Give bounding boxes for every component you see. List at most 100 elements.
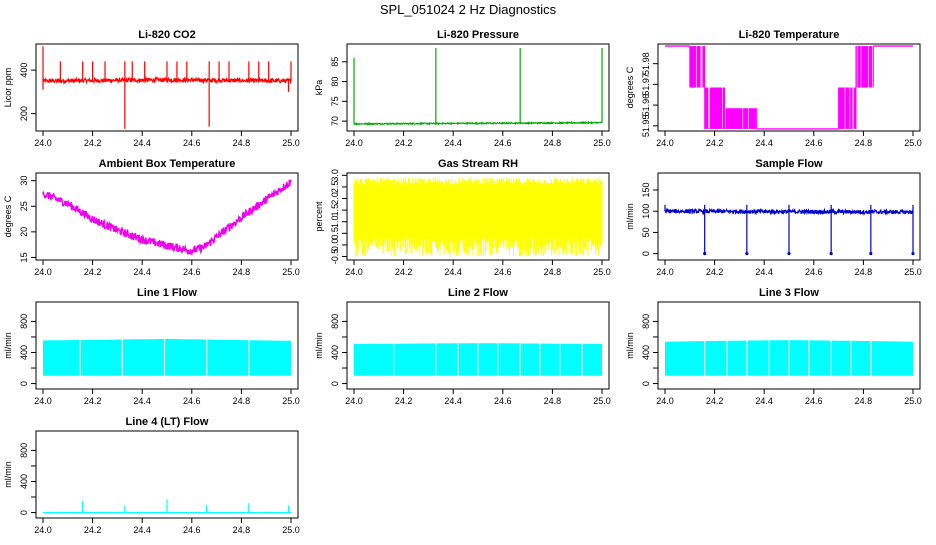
y-tick-label: 0 (19, 510, 29, 515)
plot-frame (346, 43, 610, 132)
y-tick-label: 150 (641, 182, 651, 197)
y-tick-label: 400 (19, 63, 29, 78)
x-tick-label: 24.4 (133, 396, 151, 406)
x-tick-label: 24.4 (133, 525, 151, 535)
x-tick-label: 24.6 (494, 396, 512, 406)
x-tick-label: 24.6 (494, 138, 512, 148)
y-tick-label: 25 (19, 201, 29, 211)
x-tick-label: 24.8 (544, 267, 562, 277)
y-tick-label: 0 (19, 381, 29, 386)
chart-panel: Ambient Box Temperature degrees C 24.0 24.2… (3, 158, 300, 277)
x-tick-label: 24.8 (233, 525, 251, 535)
chart-panel: Line 4 (LT) Flow ml/min 24.0 24.2 24.4 24.6 24… (3, 416, 300, 535)
spike-point (703, 252, 707, 256)
series-group (353, 47, 603, 126)
series-group (42, 499, 292, 514)
x-tick-label: 25.0 (904, 267, 922, 277)
x-tick-label: 24.6 (183, 138, 201, 148)
plot-frame (35, 43, 299, 132)
x-tick-label: 24.2 (706, 396, 724, 406)
x-tick-label: 24.0 (656, 267, 674, 277)
y-tick-label: 400 (641, 345, 651, 360)
y-tick-label: -0.5 (330, 249, 340, 265)
panel-title: Li-820 Pressure (437, 29, 519, 41)
x-tick-label: 24.6 (805, 267, 823, 277)
y-tick-label: 30 (19, 176, 29, 186)
spike-point (869, 252, 873, 256)
y-axis-label: degrees C (3, 195, 13, 237)
x-tick-label: 24.8 (233, 267, 251, 277)
y-tick-label: 0.0 (330, 239, 340, 252)
y-tick-label: 0 (641, 381, 651, 386)
x-tick-label: 25.0 (282, 525, 300, 535)
x-tick-label: 24.2 (395, 267, 413, 277)
x-tick-label: 25.0 (282, 138, 300, 148)
series-group (664, 204, 915, 256)
y-tick-label: 51.98 (641, 52, 651, 75)
y-tick-label: 75 (330, 96, 340, 106)
x-tick-label: 25.0 (904, 396, 922, 406)
y-axis-label: degrees C (625, 66, 635, 108)
series-group (665, 340, 913, 376)
y-tick-label: 0 (330, 381, 340, 386)
x-tick-label: 24.4 (133, 138, 151, 148)
x-tick-label: 24.0 (34, 267, 52, 277)
x-tick-label: 24.6 (805, 396, 823, 406)
x-tick-label: 24.0 (345, 267, 363, 277)
x-tick-label: 24.6 (494, 267, 512, 277)
y-axis-label: Licor ppm (3, 68, 13, 108)
x-tick-label: 24.6 (805, 138, 823, 148)
x-tick-label: 24.4 (133, 267, 151, 277)
x-tick-label: 24.4 (444, 396, 462, 406)
x-tick-label: 24.0 (34, 138, 52, 148)
x-tick-label: 25.0 (904, 138, 922, 148)
spike-point (829, 252, 833, 256)
level-band (724, 108, 757, 129)
level-band (689, 46, 705, 88)
x-tick-label: 24.4 (755, 138, 773, 148)
x-tick-label: 24.2 (706, 267, 724, 277)
chart-panel: Li-820 Pressure kPa 24.0 24.2 24.4 24.6 24.8 25… (314, 29, 611, 148)
series-group (43, 338, 291, 376)
y-tick-label: 51.95 (641, 115, 651, 138)
panel-title: Li-820 Temperature (739, 29, 840, 41)
y-tick-label: 400 (19, 474, 29, 489)
chart-panel: Sample Flow ml/min 24.0 24.2 24.4 24.6 24.8 25.… (625, 158, 922, 277)
y-tick-label: 1.5 (330, 204, 340, 217)
x-tick-label: 24.6 (183, 396, 201, 406)
panel-title: Gas Stream RH (438, 158, 518, 170)
series-group (665, 45, 913, 130)
series-line (353, 120, 603, 126)
x-tick-label: 24.4 (755, 267, 773, 277)
x-tick-label: 24.8 (233, 396, 251, 406)
series-group (42, 46, 292, 129)
y-tick-label: 400 (19, 345, 29, 360)
y-axis-label: ml/min (3, 461, 13, 488)
y-tick-label: 100 (641, 204, 651, 219)
x-tick-label: 24.2 (84, 525, 102, 535)
y-tick-label: 15 (19, 252, 29, 262)
x-tick-label: 25.0 (282, 396, 300, 406)
x-tick-label: 24.2 (395, 396, 413, 406)
y-axis-label: ml/min (314, 332, 324, 359)
x-tick-label: 25.0 (593, 138, 611, 148)
y-tick-label: 50 (641, 227, 651, 237)
panel-title: Ambient Box Temperature (99, 158, 236, 170)
y-tick-label: 400 (330, 345, 340, 360)
x-tick-label: 24.4 (444, 267, 462, 277)
y-axis-label: ml/min (625, 203, 635, 230)
panel-title: Line 1 Flow (137, 287, 197, 299)
spike-point (911, 252, 915, 256)
series-group (42, 179, 292, 256)
y-tick-label: 1.0 (330, 215, 340, 228)
y-tick-label: 70 (330, 116, 340, 126)
x-tick-label: 24.8 (855, 138, 873, 148)
x-tick-label: 24.2 (84, 138, 102, 148)
x-tick-label: 24.2 (84, 267, 102, 277)
y-tick-label: 0 (641, 251, 651, 256)
x-tick-label: 24.8 (544, 396, 562, 406)
x-tick-label: 24.2 (84, 396, 102, 406)
x-tick-label: 24.0 (345, 396, 363, 406)
